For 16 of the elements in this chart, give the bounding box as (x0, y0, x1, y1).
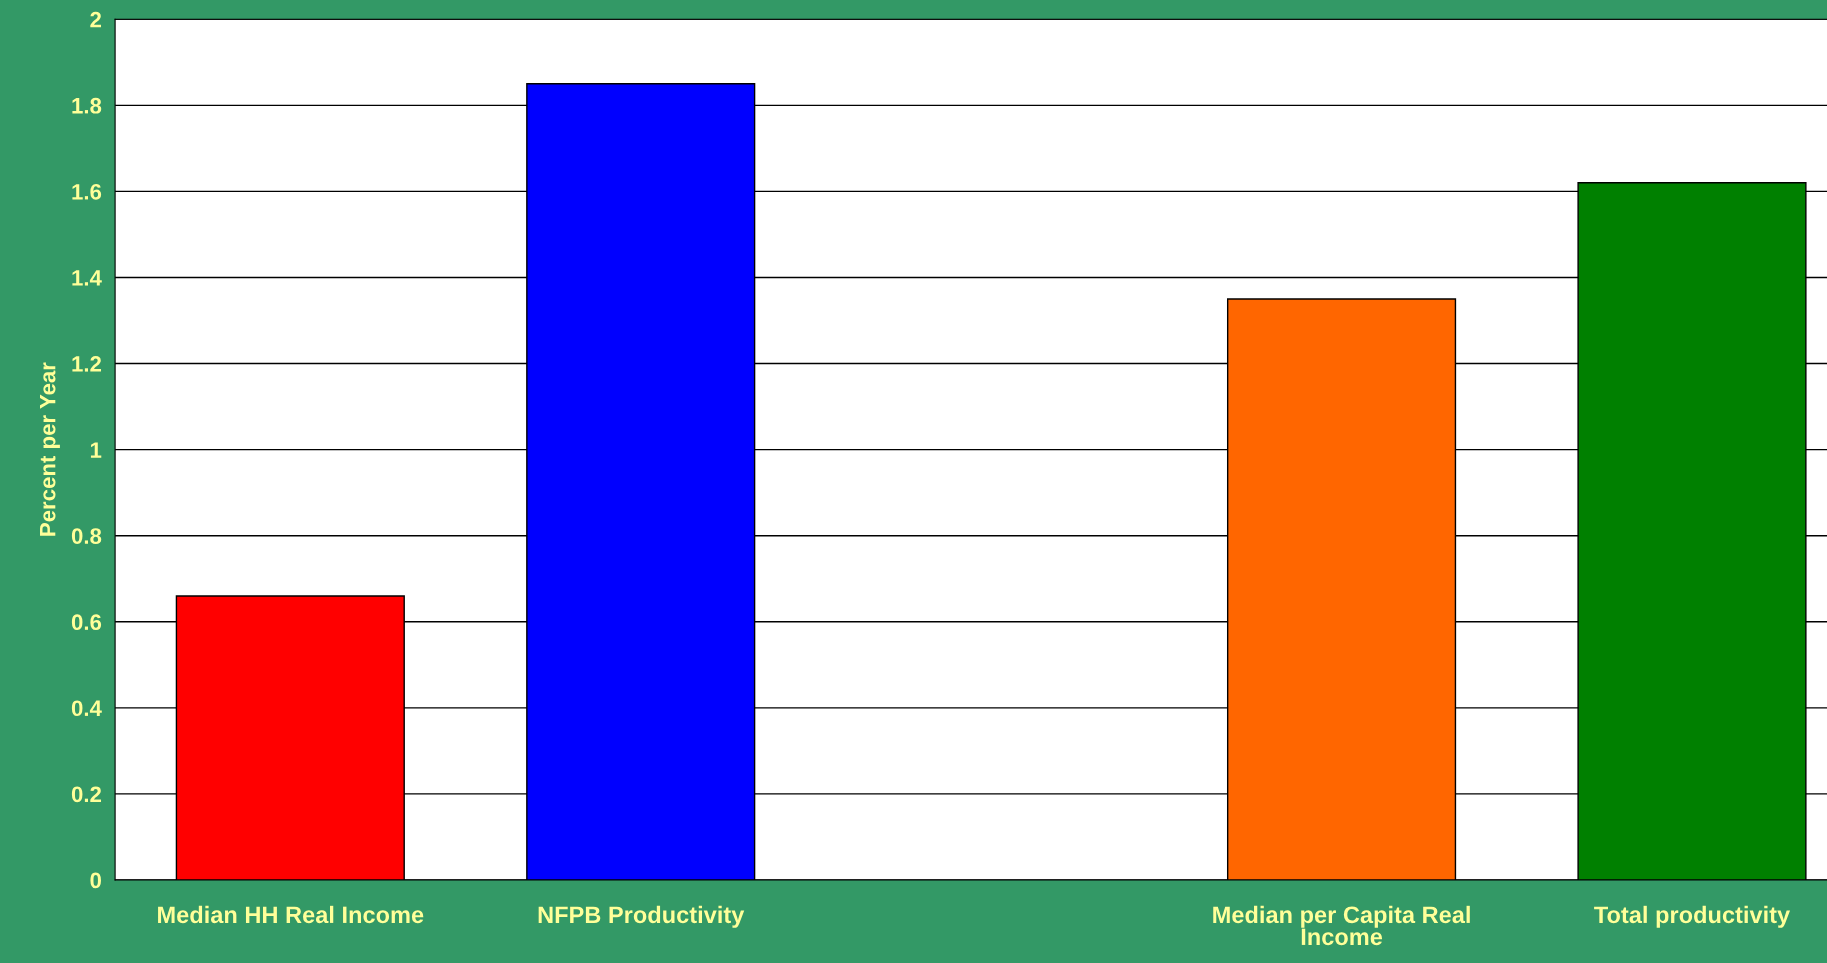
y-tick-label: 1.8 (72, 97, 102, 114)
y-tick-label: 1.4 (72, 270, 102, 286)
x-tick-label: NFPB Productivity (538, 905, 745, 928)
x-tick-label: Median HH Real Income (158, 905, 424, 924)
y-tick-label: 0.6 (71, 614, 102, 631)
y-tick-label: 0 (90, 872, 101, 889)
y-axis-title: Percent per Year (40, 362, 60, 536)
y-tick-label: 0.8 (71, 528, 102, 544)
y-tick-label: 1.2 (72, 356, 102, 372)
x-tick-label: Total productivity (1594, 905, 1791, 928)
y-tick-label: 1.6 (72, 183, 102, 200)
y-tick-label: 0.2 (71, 786, 102, 803)
x-tick-label: Median per Capita Real Income (1213, 905, 1470, 946)
y-tick-label: 2 (90, 11, 102, 28)
y-tick-label: 0.4 (71, 700, 102, 717)
y-tick-label: 1 (90, 442, 102, 458)
